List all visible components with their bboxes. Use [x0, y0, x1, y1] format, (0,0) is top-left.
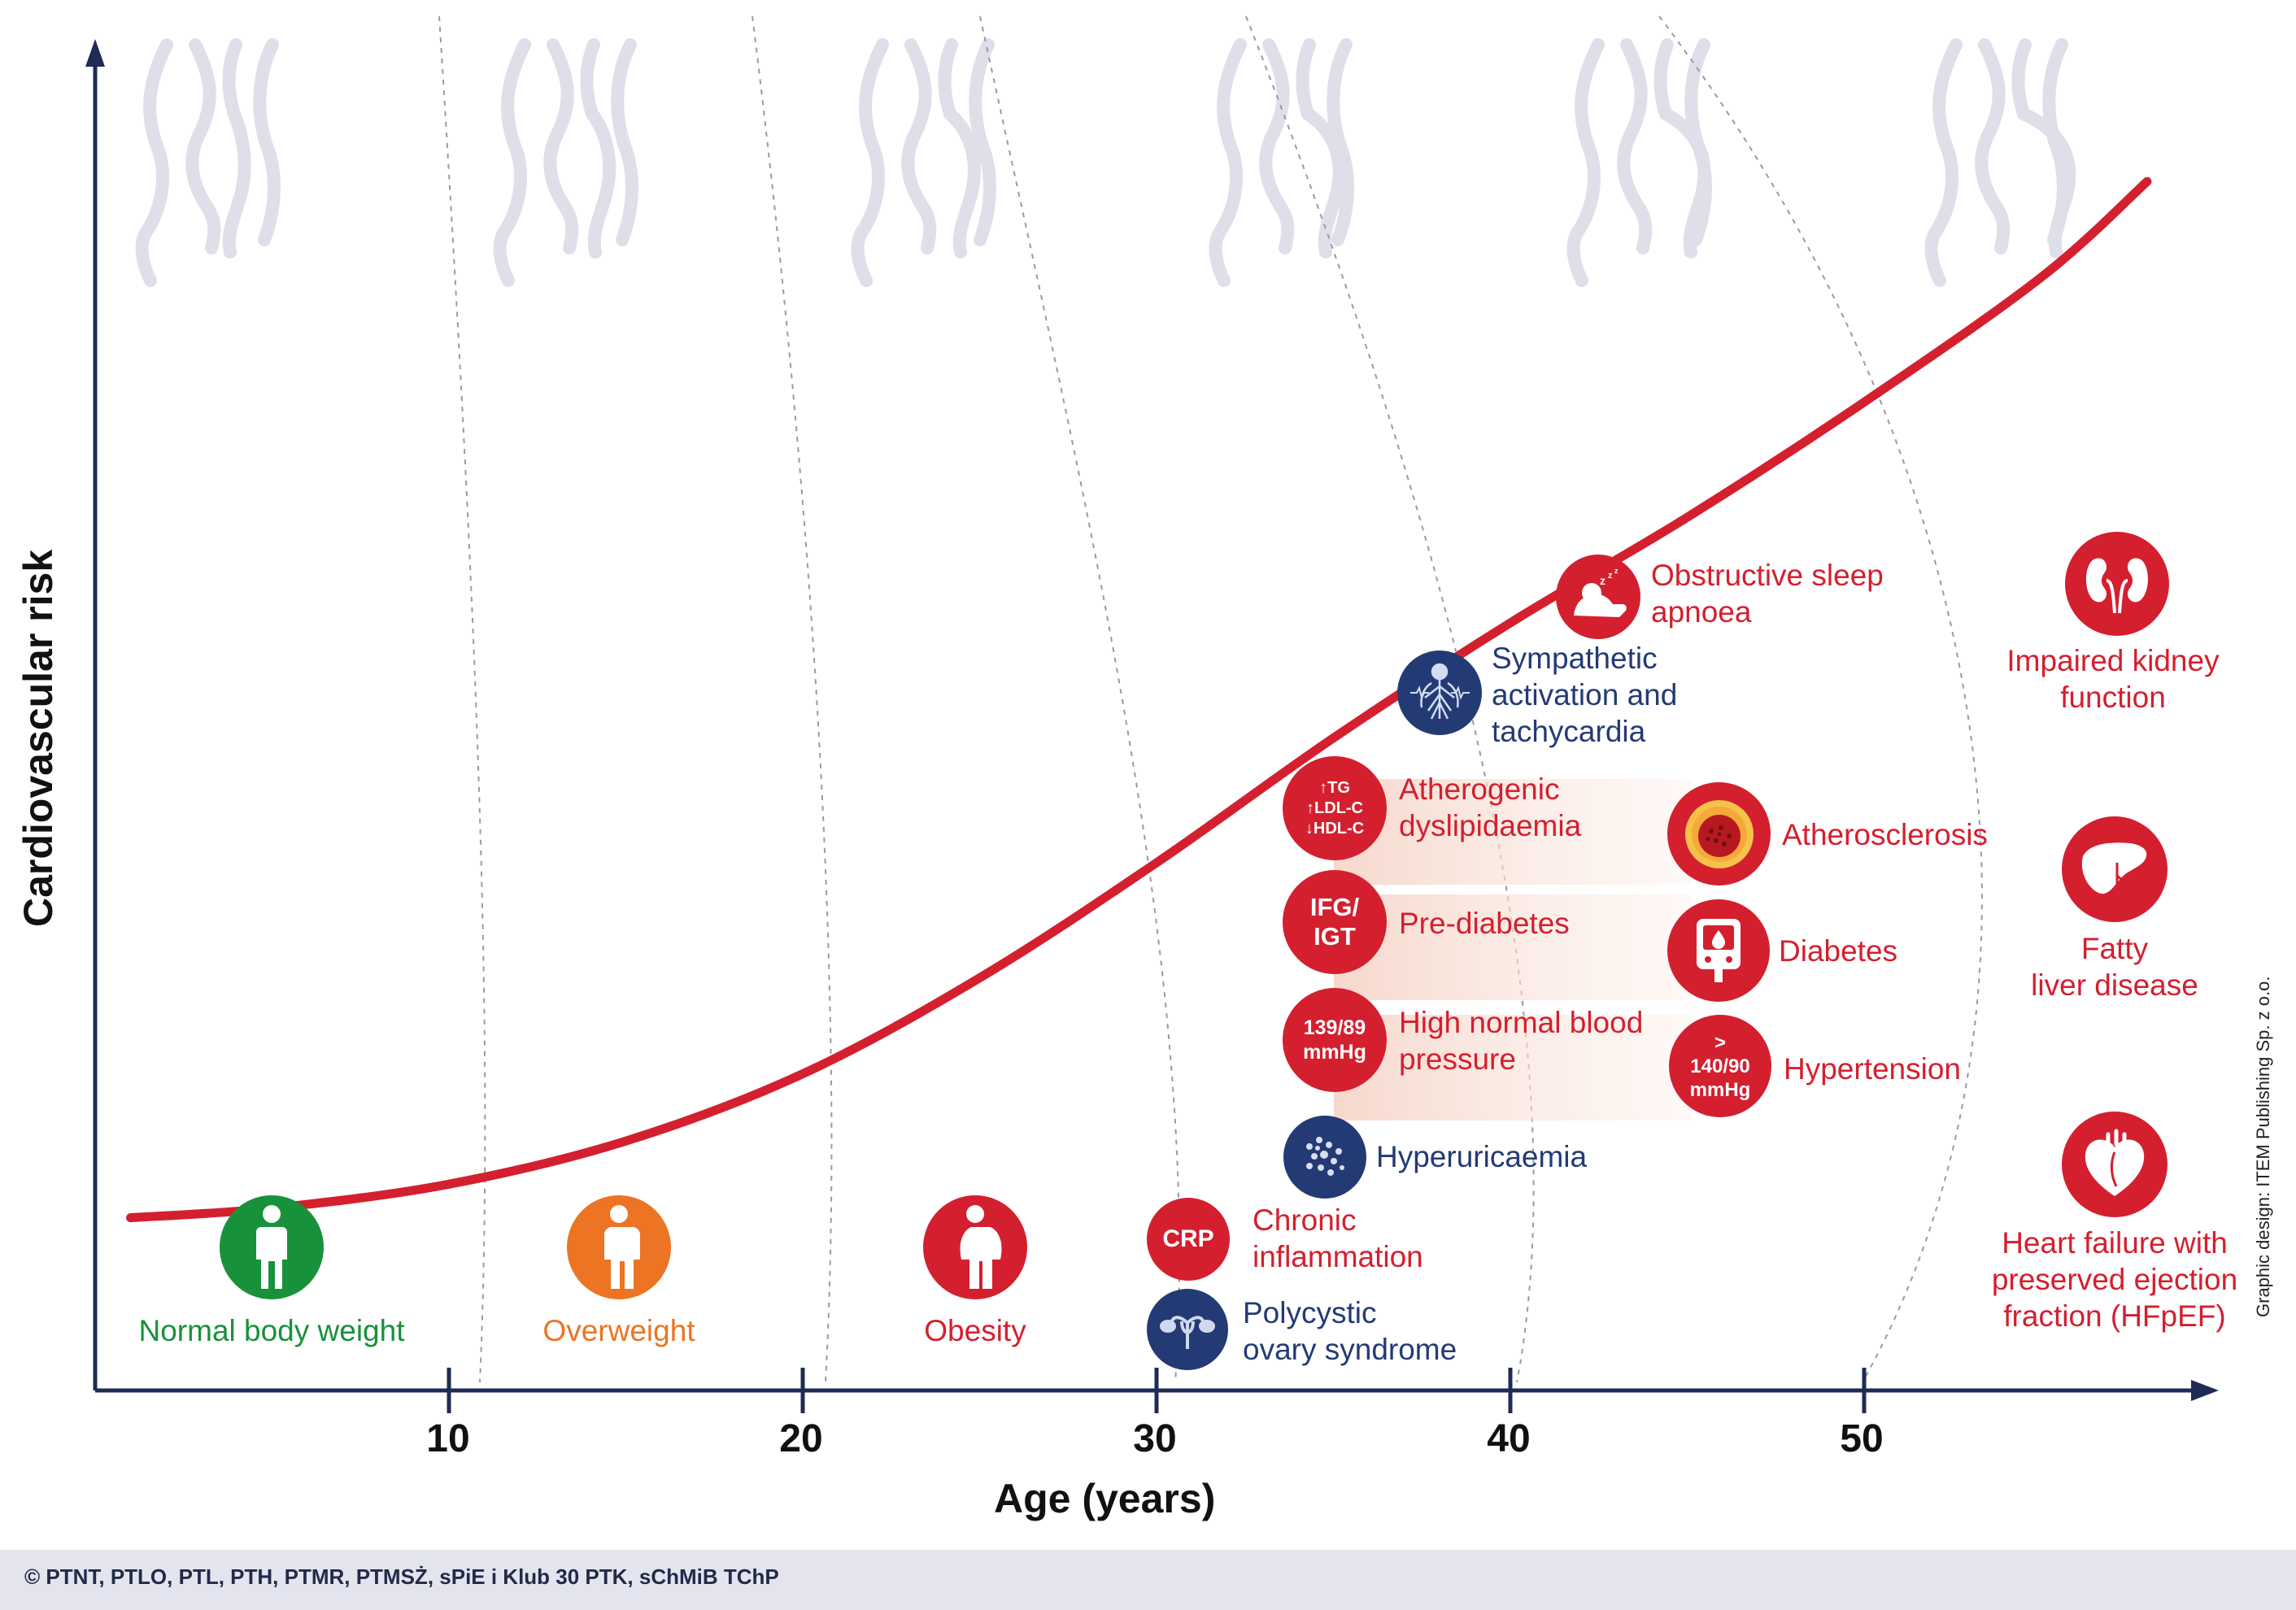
glucometer-icon [1667, 899, 1770, 1002]
high-normal-bp-label: High normal blood pressure [1399, 1006, 1644, 1076]
silhouette-front [1209, 38, 1295, 287]
overweight-person-icon [567, 1195, 671, 1299]
graphic-design-credit: Graphic design: ITEM Publishing Sp. z o.… [2253, 976, 2273, 1317]
silhouette-front [1924, 38, 2011, 287]
risk-chart [85, 15, 2219, 1413]
axes [85, 39, 2219, 1401]
silhouette-front [1566, 38, 1653, 287]
band-dyslipidaemia [1334, 779, 1692, 885]
svg-text:z: z [1600, 574, 1605, 587]
silhouette-side [222, 38, 281, 259]
band-bp [1334, 1015, 1692, 1120]
diabetes-label: Diabetes [1779, 934, 1898, 968]
stage-label-normal: Normal body weight [138, 1314, 405, 1347]
silhouette-side [2011, 38, 2076, 259]
divider-line [1658, 15, 1983, 1383]
silhouette-side [1296, 38, 1354, 259]
x-tick-label: 40 [1487, 1417, 1531, 1460]
atherosclerosis-label: Atherosclerosis [1782, 818, 1988, 851]
pcos-label: Polycystic ovary syndrome [1243, 1296, 1457, 1366]
crp-badge: CRP [1147, 1198, 1230, 1281]
x-axis-ticks [447, 1368, 1867, 1413]
artery-plaque-icon [1667, 782, 1771, 886]
lipids-badge: ↑TG ↑LDL-C ↓HDL-C [1283, 756, 1387, 860]
kidney-label: Impaired kidney function [2006, 644, 2220, 714]
y-axis-arrow [85, 39, 105, 67]
pre-diabetes-label: Pre-diabetes [1399, 907, 1570, 940]
bp-139-89-badge: 139/89 mmHg [1283, 988, 1387, 1092]
x-tick-label: 20 [779, 1417, 823, 1460]
svg-text:z: z [1614, 568, 1619, 575]
bp-140-90-badge: > 140/90 mmHg [1669, 1015, 1771, 1117]
chronic-inflammation-label: Chronic inflammation [1253, 1203, 1423, 1273]
kidneys-icon [2065, 532, 2169, 636]
risk-curve [126, 176, 2152, 1223]
obese-person-icon [923, 1195, 1027, 1299]
x-axis-arrow [2191, 1380, 2219, 1401]
hyperuricaemia-label: Hyperuricaemia [1376, 1140, 1588, 1173]
divider-line [979, 15, 1181, 1383]
sympathetic-label: Sympathetic activation and tachycardia [1492, 642, 1678, 748]
body-silhouettes [135, 38, 2076, 287]
heart-icon [2062, 1112, 2167, 1217]
x-axis-label: Age (years) [994, 1476, 1216, 1521]
silhouette-side [580, 38, 638, 259]
footer-band [0, 1550, 2296, 1610]
y-axis-label: Cardiovascular risk [15, 549, 61, 927]
silhouette-front [493, 38, 579, 287]
divider-line [752, 15, 833, 1383]
silhouette-front [135, 38, 221, 287]
silhouette-front [851, 38, 937, 287]
band-prediabetes [1334, 894, 1692, 1000]
x-tick-label: 30 [1133, 1417, 1177, 1460]
silhouette-side [938, 38, 996, 259]
copyright-text: © PTNT, PTLO, PTL, PTH, PTMR, PTMSŻ, sPi… [24, 1564, 779, 1589]
liver-icon [2062, 816, 2167, 922]
x-tick-label: 50 [1840, 1417, 1884, 1460]
stage-label-overweight: Overweight [542, 1314, 695, 1347]
nervous-system-icon [1397, 651, 1482, 735]
hypertension-label: Hypertension [1784, 1052, 1962, 1086]
x-tick-label: 10 [426, 1417, 470, 1460]
ovary-icon [1147, 1289, 1228, 1370]
ifg-igt-badge: IFG/ IGT [1283, 870, 1387, 974]
hfpef-label: Heart failure with preserved ejection fr… [1991, 1226, 2238, 1333]
stage-dividers [438, 15, 1983, 1383]
sleep-apnoea-label: Obstructive sleep apnoea [1651, 559, 1884, 629]
fatty-liver-label: Fatty liver disease [2031, 932, 2198, 1002]
silhouette-side [1653, 38, 1712, 259]
normal-weight-person-icon [220, 1195, 324, 1299]
stage-label-obesity: Obesity [924, 1314, 1026, 1347]
dyslipidaemia-label: Atherogenic dyslipidaemia [1399, 772, 1582, 842]
crystals-icon [1283, 1116, 1366, 1199]
svg-text:z: z [1608, 571, 1613, 581]
